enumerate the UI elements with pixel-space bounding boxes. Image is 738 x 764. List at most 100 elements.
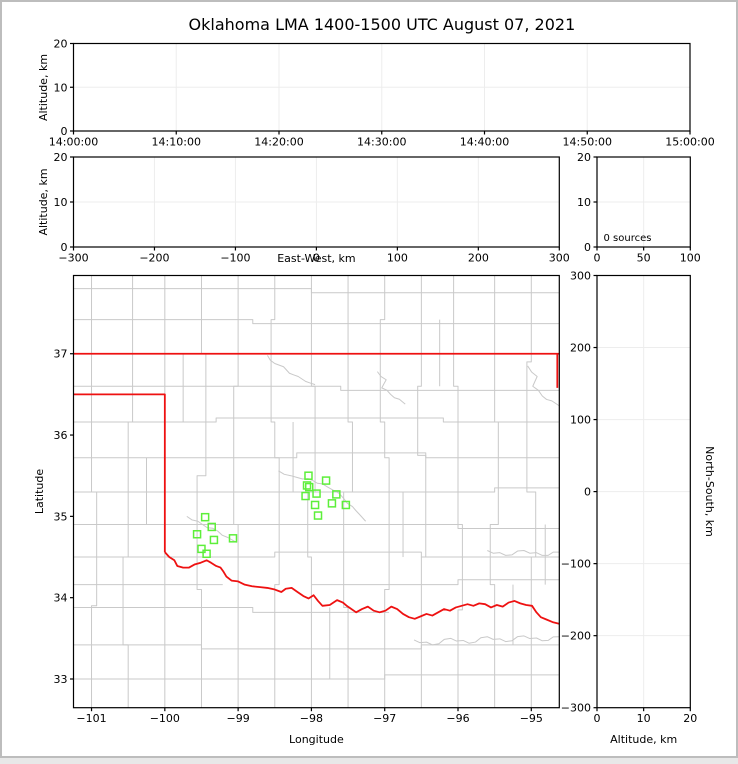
x-tick-label: −95 <box>520 712 543 725</box>
lightning-source-marker <box>313 511 323 520</box>
x-tick-label: 14:20:00 <box>254 136 303 149</box>
y-tick-label: 20 <box>577 151 591 164</box>
x-tick-label: 14:00:00 <box>49 136 98 149</box>
time-height-ylabel: Altitude, km <box>37 54 50 121</box>
lightning-source-marker <box>200 512 210 522</box>
county-boundary-line <box>73 385 560 391</box>
river-boundary-line <box>376 371 406 405</box>
county-boundary-line <box>73 417 560 423</box>
county-boundary-line <box>73 452 560 459</box>
lightning-source-marker <box>304 471 313 480</box>
east-west-height-ylabel: Altitude, km <box>37 168 50 235</box>
county-boundary-line <box>526 275 537 708</box>
panels-group: 14:00:00 14:10:00 14:20:00 14:30:00 14:40:00… <box>49 38 715 726</box>
y-tick-label: 35 <box>54 510 68 523</box>
y-tick-label: −300 <box>561 702 591 715</box>
east-west-xlabel: East-West, km <box>277 252 355 265</box>
x-tick-label: −100 <box>150 712 180 725</box>
histogram-annotation: 0 sources <box>604 233 652 244</box>
x-tick-label: −200 <box>139 252 169 265</box>
county-boundary-line <box>73 644 560 650</box>
x-tick-label: −100 <box>220 252 250 265</box>
y-tick-label: 20 <box>54 38 68 51</box>
lightning-source-marker <box>310 500 320 510</box>
oklahoma-state-border <box>73 393 166 553</box>
county-boundary-line <box>73 551 560 558</box>
y-tick-label: 20 <box>54 151 68 164</box>
county-boundary-line <box>270 275 280 708</box>
x-tick-label: −300 <box>58 252 88 265</box>
map-ylabel: Latitude <box>33 469 46 515</box>
y-tick-label: 0 <box>61 125 68 138</box>
x-tick-label: 10 <box>637 712 651 725</box>
panel-time-height: 14:00:00 14:10:00 14:20:00 14:30:00 14:40:00… <box>49 38 715 149</box>
county-boundary-line <box>73 319 560 325</box>
x-tick-label: 14:40:00 <box>460 136 509 149</box>
y-tick-label: 37 <box>54 348 68 361</box>
y-tick-label: 36 <box>54 429 68 442</box>
lightning-source-marker <box>304 482 314 492</box>
y-tick-label: 33 <box>54 673 68 686</box>
lightning-source-marker <box>327 499 337 508</box>
x-tick-label: 20 <box>683 712 697 725</box>
x-tick-label: 0 <box>594 712 601 725</box>
y-tick-label: 10 <box>54 81 68 94</box>
x-tick-label: 100 <box>387 252 408 265</box>
county-boundary-line <box>73 487 560 493</box>
x-tick-label: −96 <box>446 712 469 725</box>
lightning-source-marker <box>228 534 238 543</box>
panel-spine <box>72 274 560 709</box>
x-tick-label: 0 <box>313 252 320 265</box>
x-tick-label: 15:00:00 <box>665 136 714 149</box>
x-tick-label: 100 <box>680 252 701 265</box>
county-boundary-line <box>73 288 560 294</box>
x-tick-label: 14:30:00 <box>357 136 406 149</box>
lightning-source-marker <box>302 481 312 490</box>
x-tick-label: 14:50:00 <box>563 136 612 149</box>
y-tick-label: 10 <box>54 196 68 209</box>
x-tick-label: −97 <box>373 712 396 725</box>
x-tick-label: 0 <box>594 252 601 265</box>
panel-plan-view-map: −101 −100 −99 −98 −97 −96 −95 33 34 35 36 37 <box>54 274 560 725</box>
lightning-source-marker <box>192 530 202 539</box>
county-boundary-line <box>73 674 560 680</box>
river-boundary-line <box>267 355 316 386</box>
lightning-source-marker <box>321 476 331 485</box>
x-tick-label: −98 <box>300 712 323 725</box>
y-tick-label: 10 <box>577 196 591 209</box>
map-xlabel: Longitude <box>289 733 344 746</box>
lightning-source-marker <box>197 544 206 554</box>
panel-east-west-height: −300 −200 −100 0 100 200 300 0 10 20 <box>54 151 570 265</box>
river-boundary-line <box>413 635 560 646</box>
x-tick-label: −101 <box>76 712 106 725</box>
figure-title: Oklahoma LMA 1400-1500 UTC August 07, 20… <box>189 15 576 34</box>
x-tick-label: 200 <box>468 252 489 265</box>
lightning-source-marker <box>207 522 216 532</box>
x-tick-label: 300 <box>549 252 570 265</box>
lightning-source-marker <box>202 549 211 559</box>
y-tick-label: 300 <box>570 270 591 283</box>
county-boundary-line <box>233 275 239 708</box>
x-tick-label: 50 <box>637 252 651 265</box>
river-boundary-line <box>487 550 560 556</box>
river-boundary-line <box>278 470 367 522</box>
lightning-source-marker <box>332 490 341 499</box>
panel-altitude-source-count: 0 50 100 0 10 20 <box>577 151 701 265</box>
county-boundary-line <box>453 275 463 708</box>
lightning-source-marker <box>341 500 351 510</box>
y-tick-label: 200 <box>570 342 591 355</box>
y-tick-label: 0 <box>584 486 591 499</box>
river-boundary-line <box>527 365 560 407</box>
y-tick-label: 0 <box>584 241 591 254</box>
map-layers <box>73 275 560 708</box>
y-tick-label: 100 <box>570 414 591 427</box>
lightning-source-marker <box>312 489 321 498</box>
oklahoma-state-border <box>164 551 560 625</box>
x-tick-label: 14:10:00 <box>152 136 201 149</box>
panel-north-south-height: 0 10 20 −300 −200 −100 0 100 200 300 <box>561 270 698 726</box>
north-south-xlabel: Altitude, km <box>610 733 677 746</box>
county-boundary-line <box>311 579 560 586</box>
y-tick-label: 0 <box>61 241 68 254</box>
